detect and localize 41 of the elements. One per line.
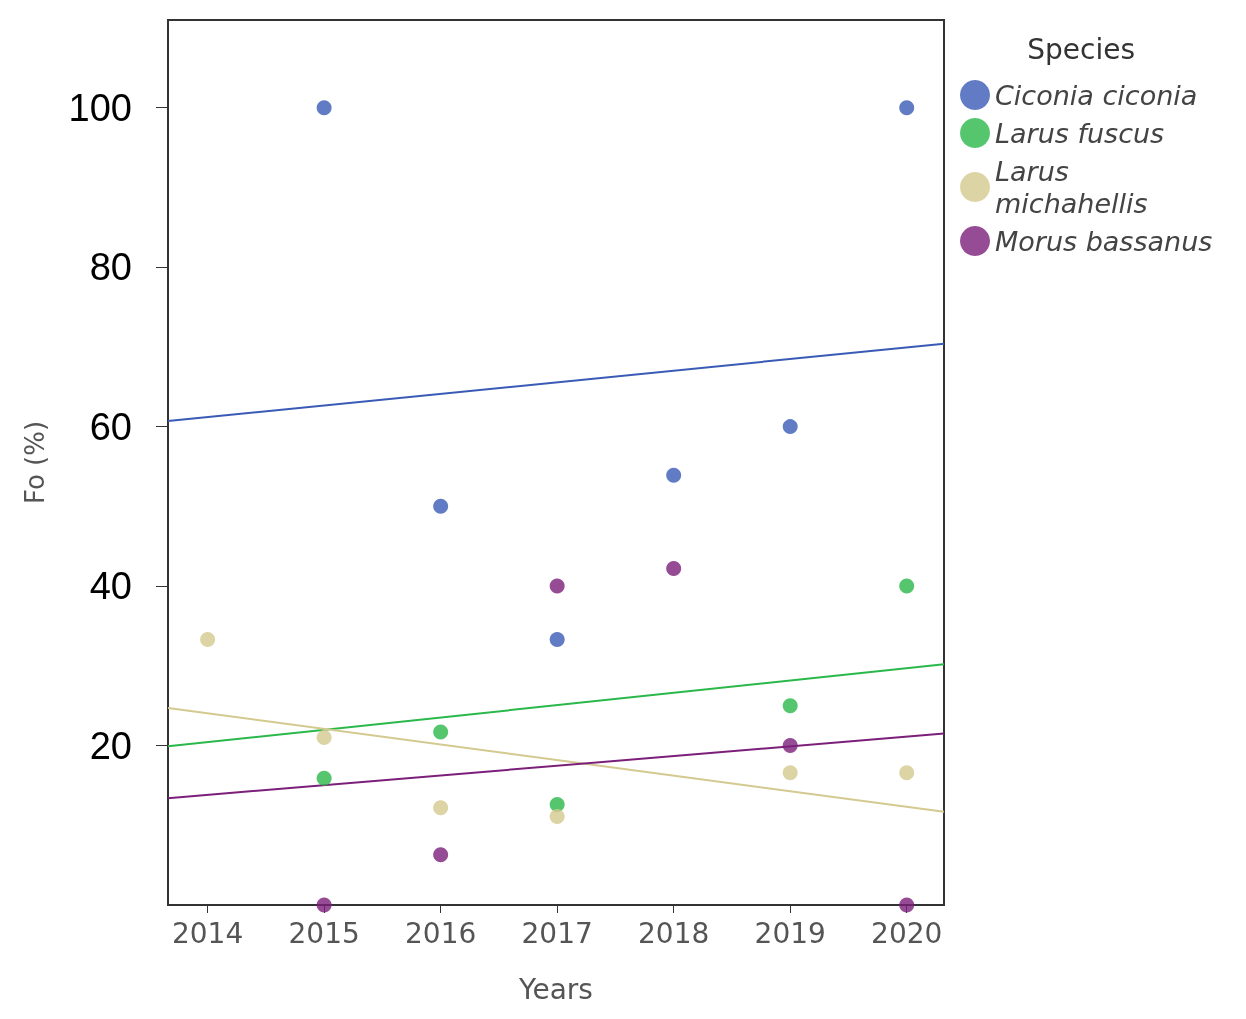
- point: [316, 770, 332, 786]
- legend-label: Ciconia ciconia: [995, 79, 1198, 111]
- legend-label: Larus fuscus: [995, 117, 1165, 149]
- y-tick-label: 20: [89, 724, 132, 767]
- point: [782, 419, 798, 435]
- point: [433, 800, 449, 816]
- point: [316, 897, 332, 913]
- x-tick-label: 2018: [638, 916, 710, 950]
- legend-label: Morus bassanus: [995, 225, 1213, 257]
- point: [433, 847, 449, 863]
- x-tick-label: 2017: [521, 916, 593, 950]
- point: [899, 578, 915, 594]
- x-tick-label: 2016: [405, 916, 477, 950]
- point: [899, 897, 915, 913]
- x-axis-title: Years: [518, 972, 593, 1006]
- point: [200, 632, 216, 647]
- point: [549, 632, 565, 647]
- x-tick-label: 2020: [871, 916, 943, 950]
- point: [316, 730, 332, 746]
- point: [899, 765, 915, 781]
- point: [549, 578, 565, 594]
- y-tick-label: 60: [89, 405, 132, 448]
- x-tick-label: 2015: [288, 916, 360, 950]
- point: [433, 498, 449, 514]
- point: [899, 100, 915, 116]
- point: [549, 809, 565, 824]
- point: [666, 467, 682, 483]
- point: [666, 561, 682, 577]
- point: [782, 738, 798, 754]
- y-tick-label: 40: [89, 565, 132, 608]
- point: [782, 765, 798, 781]
- point: [316, 100, 332, 116]
- legend-label: Larus michahellis: [995, 155, 1148, 219]
- y-axis-title: Fo (%): [20, 420, 50, 505]
- legend-title: Species: [1027, 32, 1135, 66]
- point: [433, 724, 449, 740]
- x-tick-label: 2019: [754, 916, 826, 950]
- point: [782, 698, 798, 714]
- y-tick-label: 100: [68, 86, 132, 129]
- x-tick-label: 2014: [171, 916, 244, 950]
- y-tick-label: 80: [89, 246, 132, 289]
